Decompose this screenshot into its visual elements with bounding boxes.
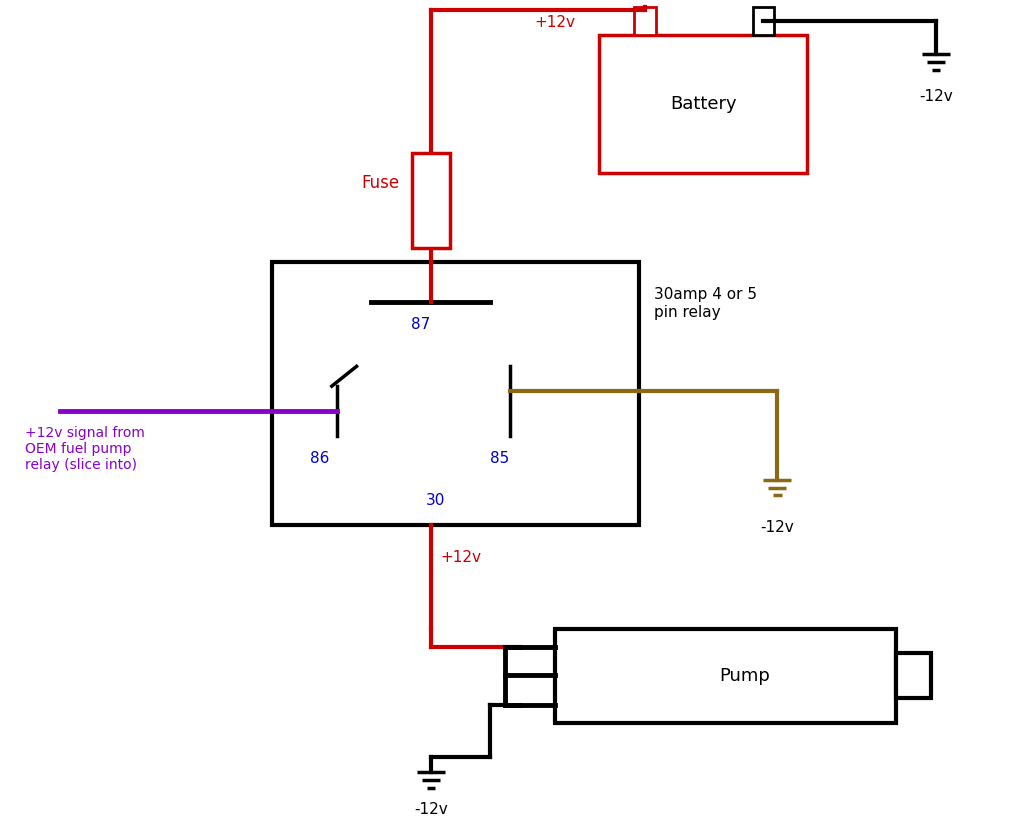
- Text: +12v: +12v: [535, 15, 575, 29]
- Text: -12v: -12v: [761, 520, 795, 535]
- Bar: [412, 153, 450, 247]
- Text: 87: 87: [412, 317, 430, 332]
- Bar: [272, 262, 639, 525]
- Text: Battery: Battery: [670, 95, 736, 113]
- Bar: [634, 7, 655, 34]
- Bar: [555, 629, 896, 723]
- Bar: [896, 654, 931, 698]
- Bar: [753, 7, 774, 34]
- Bar: [599, 34, 807, 174]
- Text: +12v: +12v: [440, 550, 481, 564]
- Text: Pump: Pump: [720, 667, 771, 685]
- Text: -12v: -12v: [414, 802, 447, 817]
- Text: 85: 85: [490, 450, 510, 465]
- Text: +12v signal from
OEM fuel pump
relay (slice into): +12v signal from OEM fuel pump relay (sl…: [25, 426, 144, 473]
- Text: 86: 86: [310, 450, 330, 465]
- Text: 30amp 4 or 5
pin relay: 30amp 4 or 5 pin relay: [653, 287, 757, 319]
- Text: 30: 30: [426, 493, 445, 508]
- Text: Fuse: Fuse: [361, 174, 399, 192]
- Text: -12v: -12v: [919, 89, 952, 104]
